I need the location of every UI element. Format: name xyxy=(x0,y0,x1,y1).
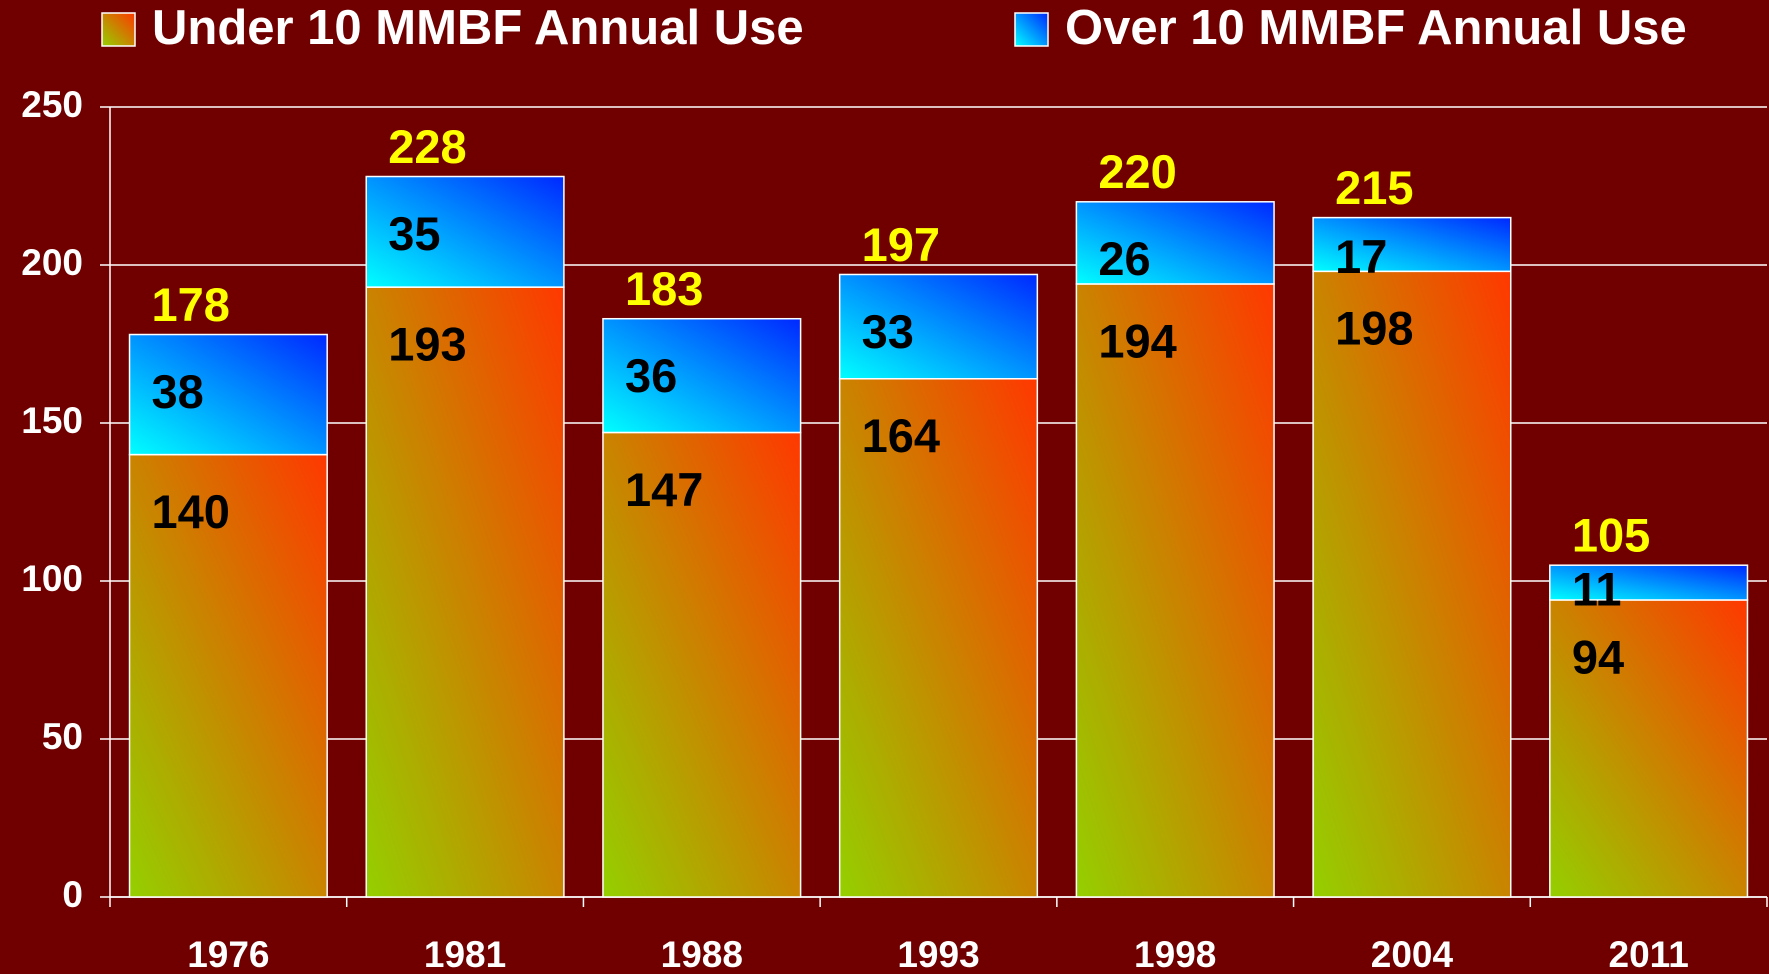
total-label: 105 xyxy=(1572,509,1650,562)
value-label: 164 xyxy=(862,409,940,462)
value-label: 140 xyxy=(152,485,230,538)
bar-segment xyxy=(365,175,565,288)
y-tick-label: 200 xyxy=(21,242,83,283)
value-label: 36 xyxy=(625,349,677,402)
value-label: 194 xyxy=(1098,314,1176,367)
total-label: 178 xyxy=(152,278,230,331)
bar-segment xyxy=(838,273,1039,380)
bar-segment xyxy=(128,333,328,456)
legend-swatch xyxy=(1014,12,1049,47)
legend-label: Over 10 MMBF Annual Use xyxy=(1065,1,1687,55)
total-label: 220 xyxy=(1098,145,1176,198)
x-tick-label: 2004 xyxy=(1371,934,1454,974)
x-tick-label: 1988 xyxy=(661,934,743,974)
x-tick-label: 1981 xyxy=(424,934,506,974)
bar-segment xyxy=(1075,201,1275,285)
legend-swatch xyxy=(101,12,136,47)
value-label: 38 xyxy=(152,365,204,418)
bar-segment xyxy=(365,286,565,898)
bar-segment xyxy=(1549,599,1749,898)
bar-segment xyxy=(1312,216,1512,273)
bar-segment xyxy=(1312,270,1512,898)
x-tick-label: 2011 xyxy=(1609,934,1689,974)
value-label: 198 xyxy=(1335,302,1413,355)
total-label: 183 xyxy=(625,262,703,315)
bar-segment xyxy=(1075,283,1275,898)
y-tick-label: 250 xyxy=(21,84,83,125)
value-label: 94 xyxy=(1572,630,1624,683)
x-tick-label: 1993 xyxy=(897,934,979,974)
value-label: 193 xyxy=(388,318,466,371)
value-label: 11 xyxy=(1572,562,1622,615)
value-label: 35 xyxy=(388,207,440,260)
x-tick-label: 1976 xyxy=(187,934,269,974)
value-label: 33 xyxy=(862,305,914,358)
y-tick-label: 0 xyxy=(62,874,83,915)
legend-label: Under 10 MMBF Annual Use xyxy=(152,1,804,55)
y-tick-label: 50 xyxy=(42,716,83,757)
total-label: 228 xyxy=(388,120,466,173)
bar-segment xyxy=(602,317,802,434)
value-label: 17 xyxy=(1335,230,1387,283)
bar-segment xyxy=(1549,564,1749,601)
value-label: 26 xyxy=(1098,232,1150,285)
bar-segment xyxy=(602,431,802,898)
value-label: 147 xyxy=(625,463,703,516)
y-tick-label: 150 xyxy=(21,400,83,441)
x-tick-label: 1998 xyxy=(1134,934,1216,974)
y-tick-label: 100 xyxy=(21,558,83,599)
total-label: 215 xyxy=(1335,161,1413,214)
total-label: 197 xyxy=(862,218,940,271)
